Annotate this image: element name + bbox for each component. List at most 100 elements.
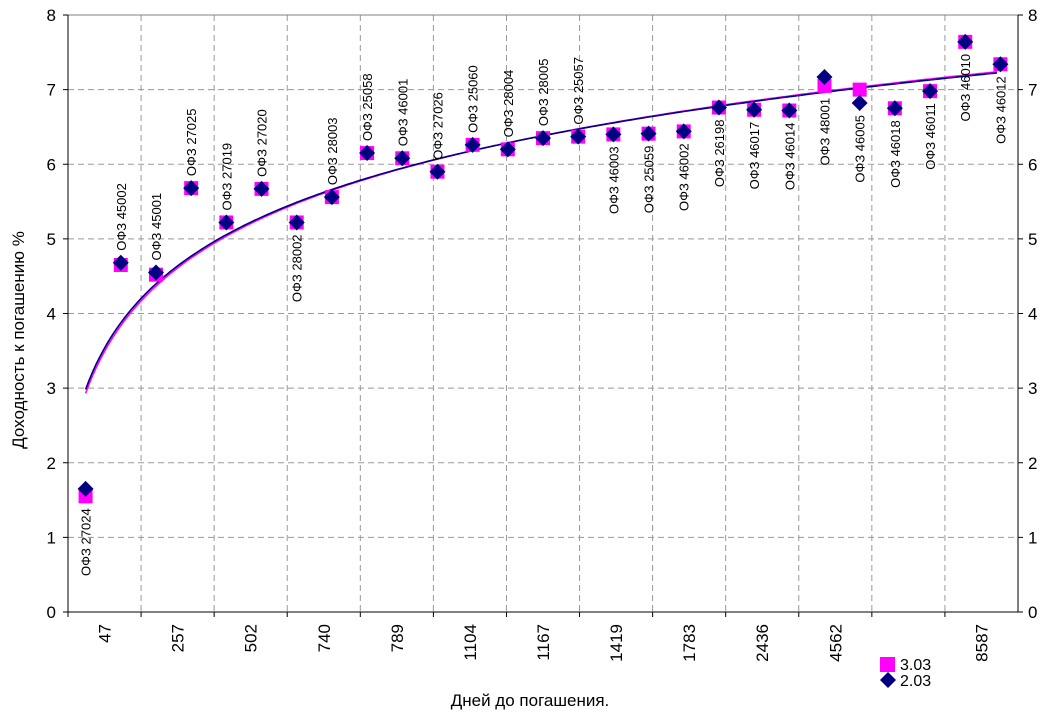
point-label: ОФЗ 46014 bbox=[782, 123, 797, 191]
y-tick-label: 7 bbox=[47, 81, 56, 100]
marker-s203 bbox=[922, 83, 939, 100]
y-tick-label-right: 0 bbox=[1028, 603, 1037, 622]
marker-s203 bbox=[112, 254, 129, 271]
marker-s203 bbox=[147, 264, 164, 281]
y-axis-left-ticks: 0 1 2 3 4 5 6 7 8 bbox=[47, 6, 68, 622]
marker-s203 bbox=[605, 126, 622, 143]
y-tick-label: 8 bbox=[47, 6, 56, 25]
y-tick-label-right: 5 bbox=[1028, 230, 1037, 249]
y-tick-label: 3 bbox=[47, 379, 56, 398]
x-tick-label: 257 bbox=[169, 624, 188, 652]
point-label: ОФЗ 27019 bbox=[219, 143, 234, 211]
x-tick-label: 47 bbox=[96, 624, 115, 643]
x-tick-label: 1104 bbox=[461, 624, 480, 661]
marker-s203 bbox=[429, 163, 446, 180]
x-tick-label: 2436 bbox=[753, 624, 772, 662]
legend: 3.03 2.03 bbox=[880, 657, 931, 690]
point-label: ОФЗ 46018 bbox=[888, 120, 903, 188]
y-tick-label: 5 bbox=[47, 230, 56, 249]
x-axis-ticks: 47 257 502 740 789 1104 1167 1419 1783 2436 4562 85… bbox=[67, 612, 991, 662]
point-label: ОФЗ 25059 bbox=[642, 146, 657, 214]
marker-s203 bbox=[464, 136, 481, 153]
point-label: ОФЗ 46010 bbox=[958, 54, 973, 122]
marker-s203 bbox=[675, 123, 692, 140]
marker-s203 bbox=[886, 100, 903, 117]
marker-s203 bbox=[77, 480, 94, 497]
point-label: ОФЗ 46012 bbox=[993, 76, 1008, 144]
marker-s203 bbox=[323, 189, 340, 206]
marker-s203 bbox=[816, 68, 833, 85]
y-tick-label-right: 6 bbox=[1028, 155, 1037, 174]
marker-s203 bbox=[183, 180, 200, 197]
point-label: ОФЗ 25060 bbox=[466, 65, 481, 133]
marker-s203 bbox=[957, 33, 974, 50]
y-axis-title: Доходность к погашению % bbox=[9, 231, 28, 449]
point-labels: ОФЗ 27024 ОФЗ 45002 ОФЗ 45001 ОФЗ 27025 ОФЗ … bbox=[79, 54, 1009, 576]
marker-s203 bbox=[535, 130, 551, 147]
point-label: ОФЗ 28003 bbox=[325, 117, 340, 185]
marker-s303 bbox=[817, 78, 832, 93]
y-tick-label: 1 bbox=[47, 528, 56, 547]
point-label: ОФЗ 28004 bbox=[501, 70, 516, 138]
y-tick-label: 6 bbox=[47, 155, 56, 174]
point-label: ОФЗ 46017 bbox=[747, 122, 762, 190]
marker-s203 bbox=[570, 128, 587, 145]
x-tick-label: 789 bbox=[388, 624, 407, 652]
y-tick-label-right: 4 bbox=[1028, 305, 1037, 324]
y-tick-label-right: 7 bbox=[1028, 81, 1037, 100]
marker-s203 bbox=[499, 141, 516, 158]
point-label: ОФЗ 27024 bbox=[79, 508, 94, 576]
point-label: ОФЗ 25057 bbox=[571, 57, 586, 125]
x-tick-label: 740 bbox=[315, 624, 334, 652]
point-label: ОФЗ 27026 bbox=[430, 92, 445, 160]
point-label: ОФЗ 46001 bbox=[395, 79, 410, 147]
marker-s203 bbox=[288, 214, 305, 231]
point-label: ОФЗ 46003 bbox=[606, 146, 621, 214]
point-label: ОФЗ 45001 bbox=[149, 193, 164, 261]
x-tick-label: 4562 bbox=[826, 624, 845, 662]
point-label: ОФЗ 28002 bbox=[290, 234, 305, 302]
marker-s203 bbox=[253, 180, 270, 197]
x-axis-title: Дней до погашения. bbox=[451, 691, 610, 710]
point-label: ОФЗ 46002 bbox=[677, 143, 692, 211]
point-label: ОФЗ 26198 bbox=[712, 120, 727, 188]
marker-s203 bbox=[218, 214, 235, 231]
legend-label-s303: 3.03 bbox=[900, 657, 931, 674]
y-tick-label-right: 8 bbox=[1028, 6, 1037, 25]
x-tick-label: 1167 bbox=[534, 624, 553, 661]
marker-s203 bbox=[781, 102, 798, 119]
legend-label-s203: 2.03 bbox=[900, 673, 931, 690]
y-tick-label-right: 2 bbox=[1028, 454, 1037, 473]
point-label: ОФЗ 25058 bbox=[360, 73, 375, 141]
marker-s203 bbox=[851, 95, 868, 112]
point-label: ОФЗ 27025 bbox=[184, 109, 199, 177]
marker-s203 bbox=[746, 101, 763, 118]
x-tick-label: 502 bbox=[242, 624, 261, 652]
y-tick-label: 4 bbox=[47, 305, 56, 324]
y-tick-label: 2 bbox=[47, 454, 56, 473]
point-label: ОФЗ 28005 bbox=[536, 59, 551, 127]
legend-swatch-s303 bbox=[880, 657, 895, 672]
x-tick-label: 8587 bbox=[972, 624, 991, 662]
marker-s203 bbox=[710, 99, 727, 116]
point-label: ОФЗ 46005 bbox=[853, 115, 868, 183]
data-markers bbox=[77, 33, 1009, 504]
point-label: ОФЗ 46011 bbox=[923, 103, 938, 170]
y-tick-label: 0 bbox=[47, 603, 56, 622]
marker-s203 bbox=[992, 56, 1009, 73]
point-label: ОФЗ 48001 bbox=[817, 98, 832, 166]
point-label: ОФЗ 45002 bbox=[114, 183, 129, 251]
marker-s203 bbox=[359, 145, 376, 162]
y-tick-label-right: 3 bbox=[1028, 379, 1037, 398]
y-axis-right-ticks: 0 1 2 3 4 5 6 7 8 bbox=[1018, 6, 1037, 622]
marker-s203 bbox=[394, 150, 411, 167]
point-label: ОФЗ 27020 bbox=[255, 109, 270, 177]
y-tick-label-right: 1 bbox=[1028, 528, 1037, 547]
marker-s303 bbox=[852, 82, 867, 97]
x-tick-label: 1783 bbox=[680, 624, 699, 662]
legend-swatch-s203 bbox=[880, 672, 896, 688]
marker-s203 bbox=[640, 125, 657, 142]
x-tick-label: 1419 bbox=[607, 624, 626, 662]
